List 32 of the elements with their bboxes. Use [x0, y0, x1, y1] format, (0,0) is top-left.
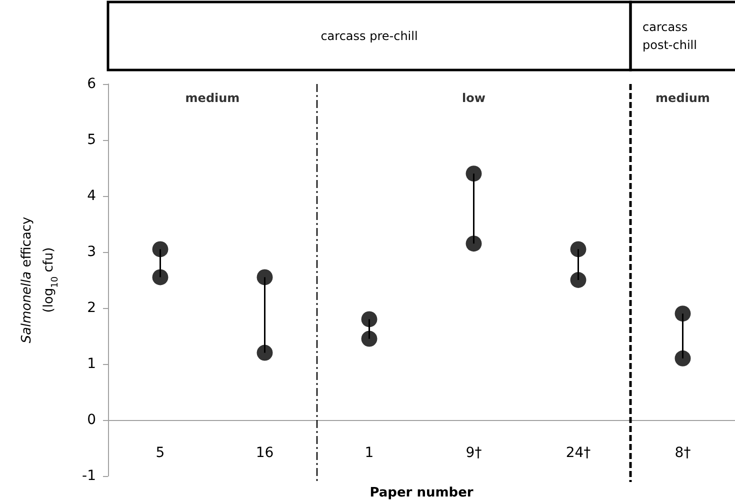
- point: [256, 344, 273, 361]
- y-tick-label: 5: [87, 132, 96, 148]
- y-tick-label: 4: [87, 188, 96, 204]
- y-tick-label: 6: [87, 76, 96, 92]
- point: [152, 269, 168, 286]
- annotation: medium: [185, 91, 240, 105]
- point: [361, 311, 378, 328]
- point: [152, 241, 168, 258]
- point: [674, 306, 691, 322]
- x-tick-label: 16: [256, 445, 274, 461]
- y-tick-label: 0: [87, 412, 96, 428]
- point: [570, 241, 586, 258]
- y-tick-label: 3: [87, 244, 96, 260]
- x-tick-label: 8†: [674, 445, 691, 461]
- y-tick-label: 1: [87, 356, 96, 372]
- text: carcass post-chill: [642, 20, 697, 52]
- y-tick-label: -1: [82, 468, 96, 484]
- x-tick-label: 5: [156, 445, 165, 461]
- point: [256, 269, 273, 286]
- annotation: medium: [656, 91, 710, 105]
- x-axis-title: Paper number: [370, 486, 474, 500]
- point: [466, 236, 482, 252]
- y-tick-label: 2: [87, 300, 96, 316]
- x-tick-label: 9†: [466, 445, 482, 461]
- point: [674, 350, 691, 366]
- text: carcass pre-chill: [320, 29, 418, 43]
- x-tick-label: 1: [364, 445, 374, 461]
- annotation: low: [462, 91, 486, 105]
- point: [466, 166, 482, 182]
- point: [570, 272, 586, 288]
- point: [361, 330, 378, 347]
- x-tick-label: 24†: [566, 445, 591, 461]
